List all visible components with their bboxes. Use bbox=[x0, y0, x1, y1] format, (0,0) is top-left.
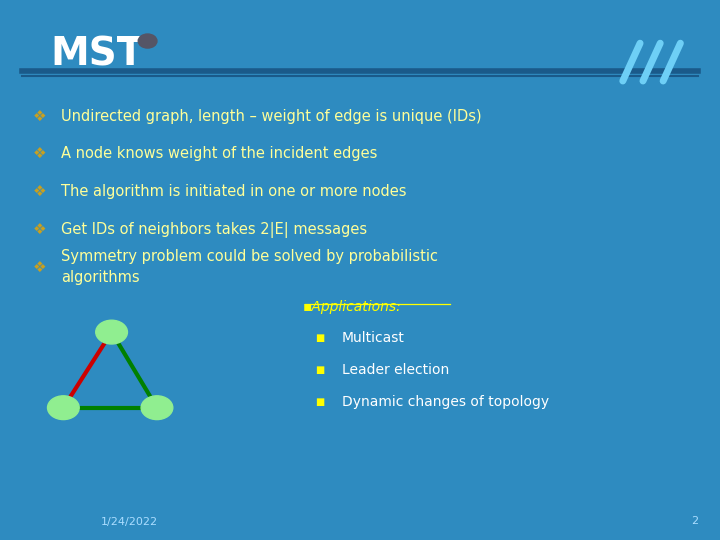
Circle shape bbox=[96, 320, 127, 344]
Text: ▪Applications:: ▪Applications: bbox=[302, 300, 401, 314]
Text: MST: MST bbox=[50, 35, 144, 73]
Text: ❖: ❖ bbox=[33, 260, 46, 275]
Text: 1/24/2022: 1/24/2022 bbox=[101, 516, 158, 526]
Text: Undirected graph, length – weight of edge is unique (IDs): Undirected graph, length – weight of edg… bbox=[61, 109, 482, 124]
Text: ❖: ❖ bbox=[33, 109, 46, 124]
Circle shape bbox=[141, 396, 173, 420]
Circle shape bbox=[48, 396, 79, 420]
Text: ■: ■ bbox=[315, 397, 325, 407]
Text: ❖: ❖ bbox=[33, 222, 46, 237]
Text: ❖: ❖ bbox=[33, 184, 46, 199]
Text: Symmetry problem could be solved by probabilistic
algorithms: Symmetry problem could be solved by prob… bbox=[61, 249, 438, 285]
Text: Get IDs of neighbors takes 2|E| messages: Get IDs of neighbors takes 2|E| messages bbox=[61, 221, 367, 238]
Text: ■: ■ bbox=[315, 333, 325, 342]
Text: ❖: ❖ bbox=[33, 146, 46, 161]
Text: 2: 2 bbox=[691, 516, 698, 526]
Text: Leader election: Leader election bbox=[342, 363, 449, 377]
Text: ■: ■ bbox=[315, 365, 325, 375]
Text: Multicast: Multicast bbox=[342, 330, 405, 345]
Text: Dynamic changes of topology: Dynamic changes of topology bbox=[342, 395, 549, 409]
Text: The algorithm is initiated in one or more nodes: The algorithm is initiated in one or mor… bbox=[61, 184, 407, 199]
Text: A node knows weight of the incident edges: A node knows weight of the incident edge… bbox=[61, 146, 377, 161]
Circle shape bbox=[138, 34, 157, 48]
